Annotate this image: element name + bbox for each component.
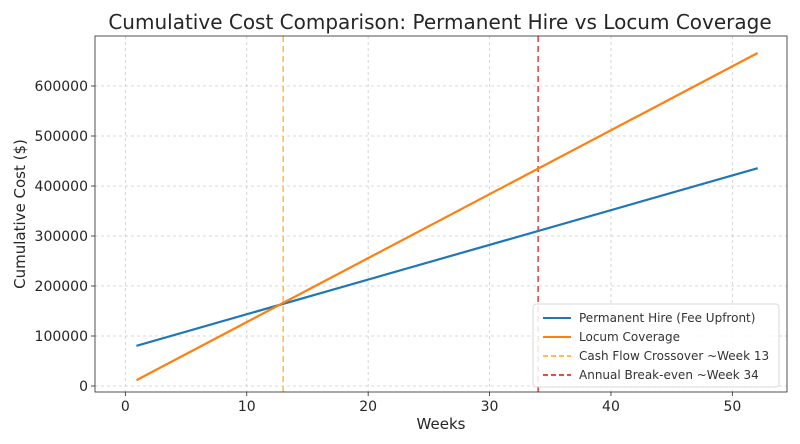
y-axis-label: Cumulative Cost ($): [11, 139, 29, 289]
series-locum-coverage-line: [136, 52, 759, 382]
x-tick-label: 40: [602, 399, 620, 415]
x-tick-label: 10: [238, 399, 256, 415]
tick-layer: 0 10 20 30 40 50 0 100000 200000 300000 400000 5000…: [35, 79, 742, 415]
series-layer: [136, 52, 759, 382]
x-tick-label: 0: [121, 399, 130, 415]
y-tick-label: 500000: [35, 129, 88, 145]
legend-entry-series-label: Locum Coverage: [579, 330, 680, 344]
y-tick-label: 300000: [35, 229, 88, 245]
x-axis-label: Weeks: [417, 415, 466, 433]
series-permanent-hire-line: [136, 167, 759, 347]
chart-title: Cumulative Cost Comparison: Permanent Hi…: [108, 10, 771, 34]
legend-box: [532, 303, 780, 388]
legend-entry-series-label: Permanent Hire (Fee Upfront): [579, 311, 755, 325]
y-tick-label: 400000: [35, 179, 88, 195]
reference-lines: [282, 36, 539, 392]
legend: Permanent Hire (Fee Upfront) Locum Covera…: [532, 303, 780, 388]
x-tick-label: 50: [723, 399, 741, 415]
y-tick-label: 100000: [35, 329, 88, 345]
y-tick-label: 200000: [35, 279, 88, 295]
legend-entry-vline-label: Annual Break-even ~Week 34: [579, 368, 759, 382]
plot-frame: [94, 35, 788, 393]
x-tick-label: 30: [481, 399, 499, 415]
legend-entry-vline-label: Cash Flow Crossover ~Week 13: [579, 349, 769, 363]
x-tick-label: 20: [359, 399, 377, 415]
y-tick-label: 0: [79, 379, 88, 395]
y-tick-label: 600000: [35, 79, 88, 95]
